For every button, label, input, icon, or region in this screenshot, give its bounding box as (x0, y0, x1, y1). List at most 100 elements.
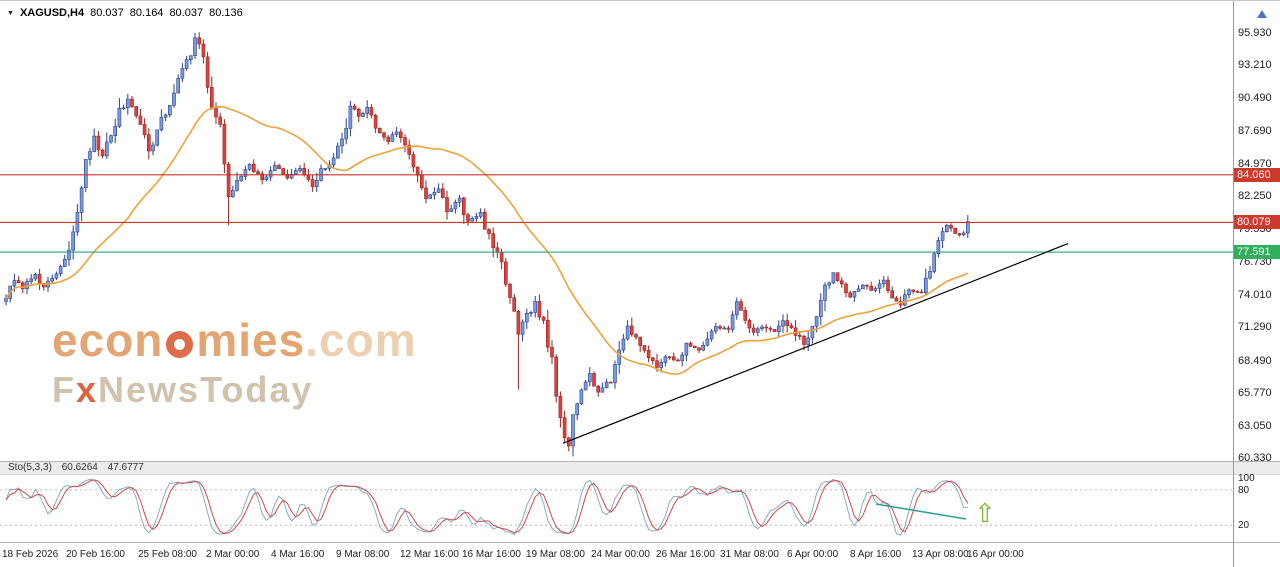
candle (445, 197, 449, 212)
chart-shift-marker (1257, 10, 1267, 18)
watermark-sub-x: x (76, 369, 99, 410)
sto-trendline[interactable] (875, 503, 967, 520)
candle (705, 338, 710, 346)
price-tick-label: 68.490 (1238, 354, 1272, 367)
candle (608, 381, 613, 384)
candle (264, 176, 269, 181)
candle (739, 301, 743, 311)
candle (403, 137, 407, 146)
candle (839, 280, 844, 285)
candle (491, 233, 496, 249)
up-arrow-icon[interactable]: ⇧ (974, 499, 996, 529)
candle (877, 283, 882, 289)
candle (663, 356, 668, 363)
candle (411, 154, 416, 168)
candle (33, 274, 38, 280)
candle (487, 229, 491, 234)
candle (806, 337, 811, 345)
candle (348, 105, 353, 129)
candle (218, 116, 222, 125)
candle (210, 87, 214, 108)
candle (302, 168, 307, 176)
stochastic-canvas[interactable]: ⇧ (0, 475, 1233, 542)
time-tick-label: 13 Apr 08:00 (912, 549, 969, 560)
price-tick-label: 93.210 (1238, 59, 1272, 72)
sto-tick-label: 20 (1238, 520, 1250, 532)
sto-tick-label: 100 (1238, 473, 1255, 484)
candle (109, 135, 113, 143)
candle (193, 37, 197, 56)
candle (386, 136, 391, 142)
candle (147, 134, 151, 152)
indicator-separator-band[interactable]: Sto(5,3,3) 60.6264 47.6777 (0, 461, 1280, 475)
candle (168, 105, 172, 116)
time-tick-label: 4 Mar 16:00 (271, 549, 325, 560)
time-tick-label: 19 Mar 08:00 (526, 549, 585, 560)
time-tick-label: 12 Mar 16:00 (400, 549, 459, 560)
symbol-info-bar: ▼ XAGUSD,H4 80.037 80.164 80.037 80.136 (7, 7, 243, 19)
candle (676, 359, 680, 362)
candle (596, 385, 601, 393)
candle (592, 373, 596, 387)
candle (369, 107, 374, 116)
watermark-brand-post: mies (196, 314, 306, 366)
brand-ring-icon (166, 330, 194, 358)
price-chart-canvas[interactable] (0, 1, 1233, 460)
stochastic-k-value: 60.6264 (61, 462, 98, 473)
watermark-subbrand: FxNewsToday (52, 369, 417, 411)
candle (810, 325, 815, 339)
price-axis[interactable]: 95.93093.21090.49087.69084.97082.25079.5… (1233, 1, 1280, 567)
candle (79, 187, 84, 213)
candle (529, 312, 533, 314)
ohlc-low-value: 80.037 (169, 7, 204, 19)
time-axis[interactable]: 18 Feb 2026 20 Feb 16:00 25 Feb 08:00 2 Mar… (0, 542, 1280, 567)
candle (373, 114, 378, 129)
candle (537, 301, 542, 318)
time-tick-label: 9 Mar 08:00 (336, 549, 390, 560)
candle (231, 189, 235, 198)
time-tick-label: 18 Feb 2026 (2, 549, 59, 560)
candle (428, 194, 433, 199)
price-tick-label: 87.690 (1238, 125, 1272, 138)
price-tick-label: 63.050 (1238, 419, 1272, 432)
ascending-trendline[interactable] (562, 243, 1069, 444)
candle (96, 135, 101, 151)
candle (823, 284, 827, 301)
candle (92, 135, 96, 152)
candle (415, 166, 420, 176)
candle (726, 327, 731, 330)
time-tick-label: 24 Mar 00:00 (591, 549, 650, 560)
candle (919, 291, 924, 294)
time-tick-label: 16 Mar 16:00 (462, 549, 521, 560)
candle (25, 281, 29, 290)
candle (314, 180, 319, 187)
candle (201, 43, 206, 58)
candle (508, 283, 512, 298)
symbol-dropdown-icon[interactable]: ▼ (7, 9, 14, 17)
candle (470, 218, 475, 222)
candle (453, 201, 458, 210)
candle (747, 320, 752, 329)
candle (650, 357, 655, 361)
candle (4, 298, 8, 302)
candle (478, 212, 483, 217)
moving-average-line (5, 105, 969, 375)
watermark-brand: econ mies .com (52, 313, 417, 367)
candle (243, 169, 248, 177)
candle (365, 107, 370, 114)
candle (247, 163, 252, 170)
candle (54, 273, 59, 279)
candle (667, 356, 672, 359)
candle (277, 165, 281, 169)
candle (155, 129, 159, 146)
time-tick-label: 26 Mar 16:00 (656, 549, 715, 560)
candle (886, 279, 890, 291)
candle (852, 291, 857, 298)
candle (340, 138, 344, 147)
candle (306, 174, 311, 180)
candle (71, 231, 75, 251)
candle (902, 294, 907, 306)
candle (356, 108, 361, 117)
candle (764, 326, 769, 329)
candle (377, 127, 382, 133)
